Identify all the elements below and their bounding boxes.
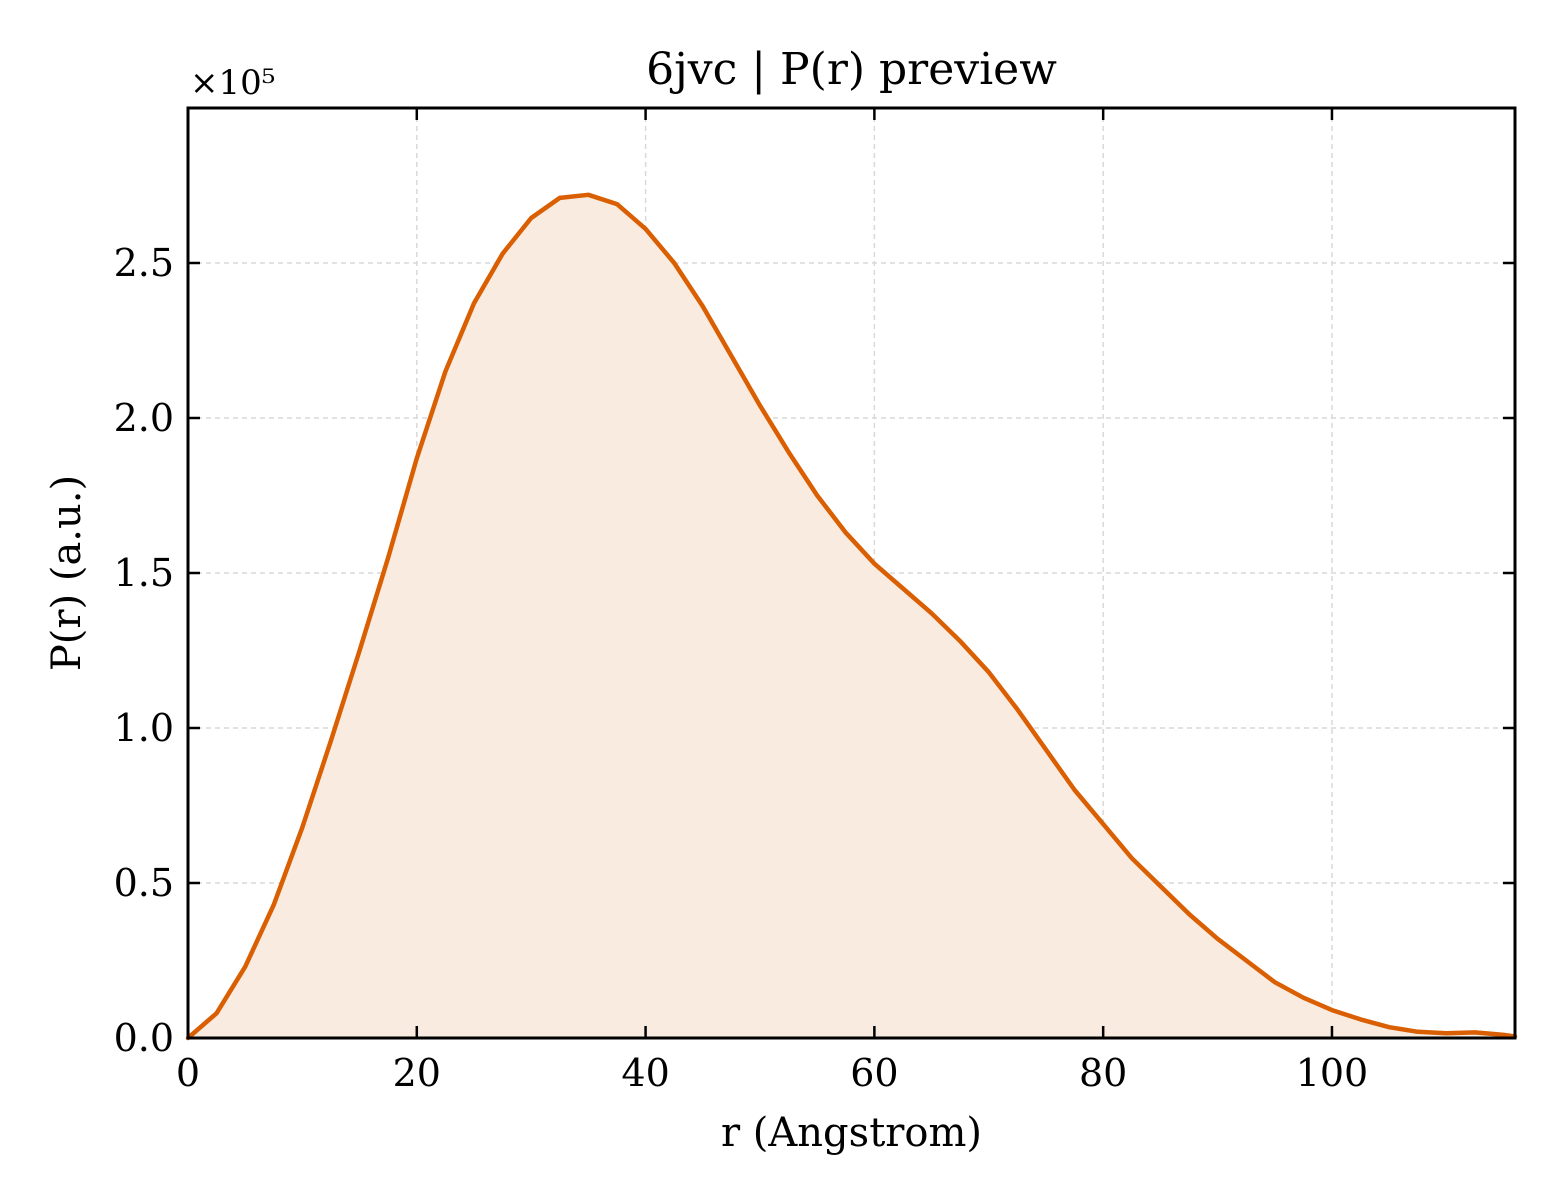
y-tick-label: 1.5 [114,551,174,595]
axis-ticks: 0 20 40 60 80 100 0.0 0.5 1.0 1.5 2.0 2.5 [114,108,1515,1095]
y-axis-label: P(r) (a.u.) [44,475,90,671]
y-tick-label: 2.0 [114,396,174,440]
x-tick-label: 0 [176,1051,200,1095]
x-tick-label: 40 [621,1051,669,1095]
y-axis-scale-factor: ×10⁵ [190,63,275,103]
y-tick-label: 1.0 [114,706,174,750]
chart-title: 6jvc | P(r) preview [646,44,1057,95]
x-tick-label: 80 [1079,1051,1127,1095]
x-axis-label: r (Angstrom) [721,1110,982,1156]
plot-frame [186,106,1517,1040]
y-tick-label: 0.5 [114,861,174,905]
pr-area-fill [188,194,1515,1039]
pr-series-line [185,192,1518,1041]
y-tick-label: 2.5 [114,241,174,285]
y-tick-label: 0.0 [114,1016,174,1060]
x-tick-label: 20 [393,1051,441,1095]
x-tick-label: 100 [1296,1051,1369,1095]
x-tick-label: 60 [850,1051,898,1095]
